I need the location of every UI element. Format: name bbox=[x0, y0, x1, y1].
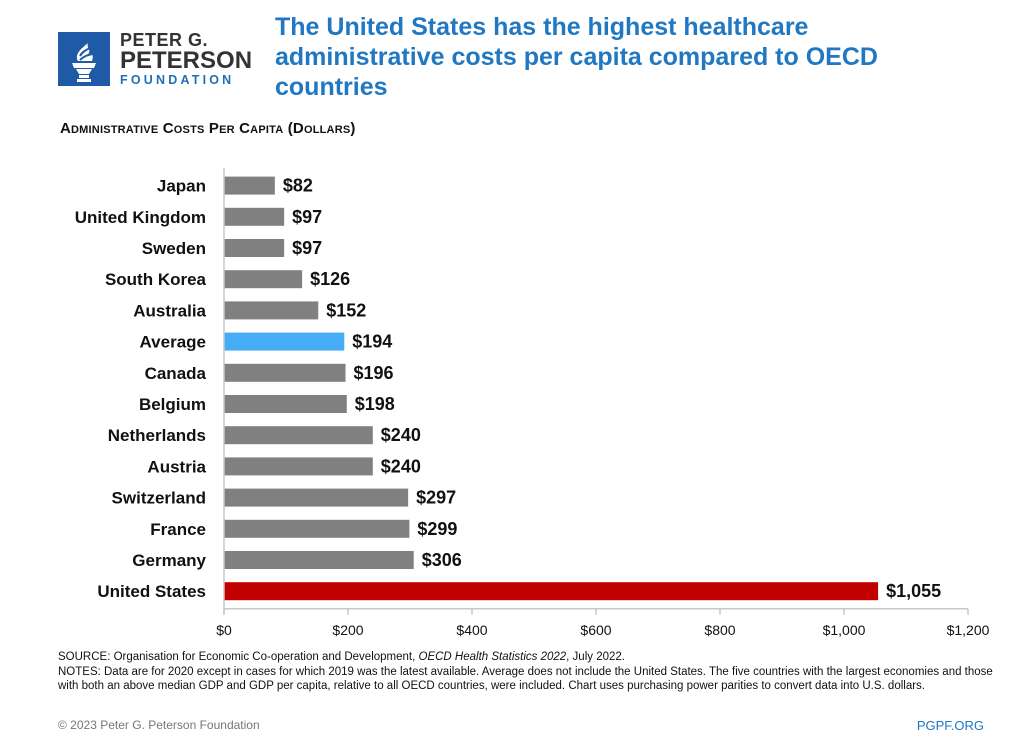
bar-group: Japan $82 bbox=[157, 176, 313, 196]
x-tick-label: $600 bbox=[580, 622, 611, 638]
x-tick-label: $1,000 bbox=[823, 622, 866, 638]
category-label: Belgium bbox=[139, 395, 206, 414]
data-label: $152 bbox=[326, 300, 366, 320]
category-label: Austria bbox=[147, 457, 206, 476]
bar-group: Australia $152 bbox=[133, 300, 366, 320]
logo-line2: PETERSON bbox=[120, 47, 253, 74]
bar-group: Switzerland $297 bbox=[112, 488, 457, 508]
source-line: SOURCE: Organisation for Economic Co-ope… bbox=[58, 650, 1008, 665]
bar bbox=[224, 332, 345, 351]
category-label: United States bbox=[97, 582, 206, 601]
category-label: Germany bbox=[132, 551, 206, 570]
bar bbox=[224, 582, 879, 601]
source-suffix: , July 2022. bbox=[566, 651, 625, 663]
category-label: Switzerland bbox=[112, 489, 206, 508]
source-prefix: SOURCE: Organisation for Economic Co-ope… bbox=[58, 651, 419, 663]
data-label: $297 bbox=[416, 488, 456, 508]
data-label: $1,055 bbox=[886, 581, 941, 601]
site-link[interactable]: PGPF.ORG bbox=[916, 718, 984, 733]
bar bbox=[224, 270, 303, 289]
page-title: The United States has the highest health… bbox=[275, 13, 878, 101]
data-label: $240 bbox=[381, 425, 421, 445]
data-label: $240 bbox=[381, 456, 421, 476]
category-label: Canada bbox=[145, 364, 207, 383]
bars-layer: Japan $82 United Kingdom $97 Sweden $97 South … bbox=[75, 176, 941, 602]
data-label: $82 bbox=[283, 176, 313, 196]
category-label: Australia bbox=[133, 301, 206, 320]
bar-group: United States $1,055 bbox=[97, 581, 941, 601]
bar-group: France $299 bbox=[150, 519, 457, 539]
category-label: France bbox=[150, 520, 206, 539]
x-tick-label: $200 bbox=[332, 622, 363, 638]
torch-icon bbox=[58, 32, 110, 86]
bar-group: Sweden $97 bbox=[142, 238, 322, 258]
bar-group: South Korea $126 bbox=[105, 269, 350, 289]
peterson-foundation-logo: PETER G. PETERSON FOUNDATION bbox=[58, 30, 258, 90]
bar-chart: Japan $82 United Kingdom $97 Sweden $97 South … bbox=[75, 168, 990, 638]
bar-group: Average $194 bbox=[140, 332, 393, 352]
logo-line1: PETER G. bbox=[120, 30, 209, 50]
bar-group: Germany $306 bbox=[132, 550, 461, 570]
data-label: $306 bbox=[422, 550, 462, 570]
category-label: Sweden bbox=[142, 239, 206, 258]
bar-group: Canada $196 bbox=[145, 363, 394, 383]
data-label: $126 bbox=[310, 269, 350, 289]
data-label: $198 bbox=[355, 394, 395, 414]
copyright: © 2023 Peter G. Peterson Foundation bbox=[58, 718, 260, 732]
x-ticks: $0 $200 $400 $600 $800 $1,000 $1,200 bbox=[216, 608, 990, 638]
x-tick-label: $800 bbox=[704, 622, 735, 638]
bar bbox=[224, 176, 275, 195]
data-label: $196 bbox=[354, 363, 394, 383]
chart-notes: SOURCE: Organisation for Economic Co-ope… bbox=[58, 650, 1008, 694]
bar bbox=[224, 395, 347, 413]
bar bbox=[224, 488, 409, 507]
category-label: United Kingdom bbox=[75, 208, 206, 227]
bar bbox=[224, 207, 285, 226]
x-tick-label: $0 bbox=[216, 622, 232, 638]
category-label: South Korea bbox=[105, 270, 207, 289]
bar bbox=[224, 519, 410, 538]
bar-group: United Kingdom $97 bbox=[75, 207, 322, 227]
category-label: Japan bbox=[157, 177, 206, 196]
category-label: Netherlands bbox=[108, 426, 206, 445]
bar-group: Netherlands $240 bbox=[108, 425, 421, 445]
data-label: $299 bbox=[417, 519, 457, 539]
bar-group: Austria $240 bbox=[147, 456, 420, 476]
bar bbox=[224, 301, 319, 320]
bar bbox=[224, 426, 373, 445]
bar bbox=[224, 457, 373, 476]
bar-group: Belgium $198 bbox=[139, 394, 395, 414]
bar bbox=[224, 363, 346, 382]
category-label: Average bbox=[140, 333, 206, 352]
x-tick-label: $400 bbox=[456, 622, 487, 638]
bar bbox=[224, 551, 414, 569]
notes-text: NOTES: Data are for 2020 except in cases… bbox=[58, 665, 993, 693]
logo-line3: FOUNDATION bbox=[120, 73, 235, 87]
source-publication: OECD Health Statistics 2022 bbox=[418, 651, 567, 663]
bar bbox=[224, 239, 285, 257]
x-tick-label: $1,200 bbox=[947, 622, 990, 638]
data-label: $97 bbox=[292, 207, 322, 227]
data-label: $97 bbox=[292, 238, 322, 258]
chart-title: Administrative Costs Per Capita (Dollars… bbox=[60, 120, 356, 137]
data-label: $194 bbox=[352, 332, 392, 352]
